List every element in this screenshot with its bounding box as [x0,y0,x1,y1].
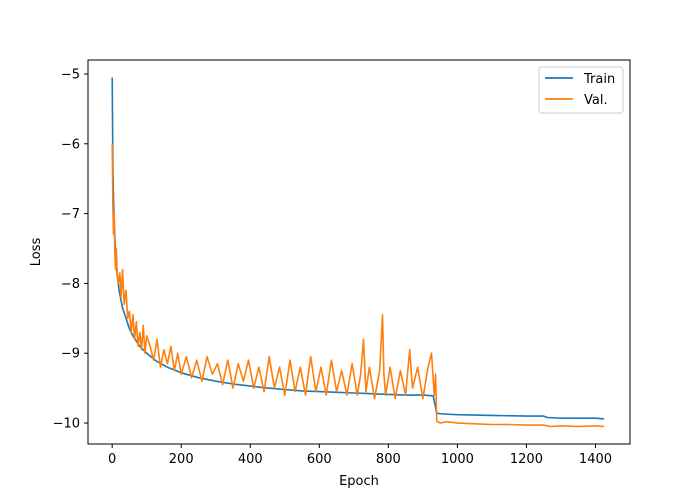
plot-frame [87,59,631,445]
x-tick-label: 400 [238,452,263,467]
legend: Train Val. [538,66,624,114]
x-tick-label: 1000 [441,452,474,467]
legend-label-train: Train [583,72,615,87]
y-tick-label: −7 [61,207,80,222]
x-tick-label: 200 [169,452,194,467]
y-tick-label: −8 [61,277,80,292]
x-tick-label: 800 [376,452,401,467]
y-tick-label: −6 [61,137,80,152]
ticks-layer: 0 200 400 600 800 1000 1200 1400 −10 −9 −8 −7 −6 −5 [53,67,612,467]
series-line-val [111,143,605,428]
x-tick-label: 1200 [510,452,543,467]
y-tick-label: −9 [61,347,80,362]
x-tick-label: 0 [108,452,116,467]
series-layer [111,77,605,428]
x-tick-label: 1400 [579,452,612,467]
series-line-train [111,77,605,420]
y-tick-label: −5 [61,67,80,82]
y-tick-label: −10 [53,417,80,432]
x-axis-label: Epoch [339,474,379,489]
x-tick-label: 600 [307,452,332,467]
y-axis-label: Loss [29,238,44,267]
legend-label-val: Val. [584,93,608,108]
